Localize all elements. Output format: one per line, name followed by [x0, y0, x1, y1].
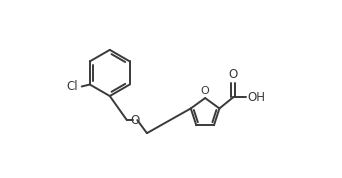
Text: O: O [228, 67, 238, 80]
Text: O: O [131, 114, 140, 127]
Text: Cl: Cl [66, 80, 78, 93]
Text: O: O [201, 86, 210, 96]
Text: OH: OH [248, 91, 266, 104]
